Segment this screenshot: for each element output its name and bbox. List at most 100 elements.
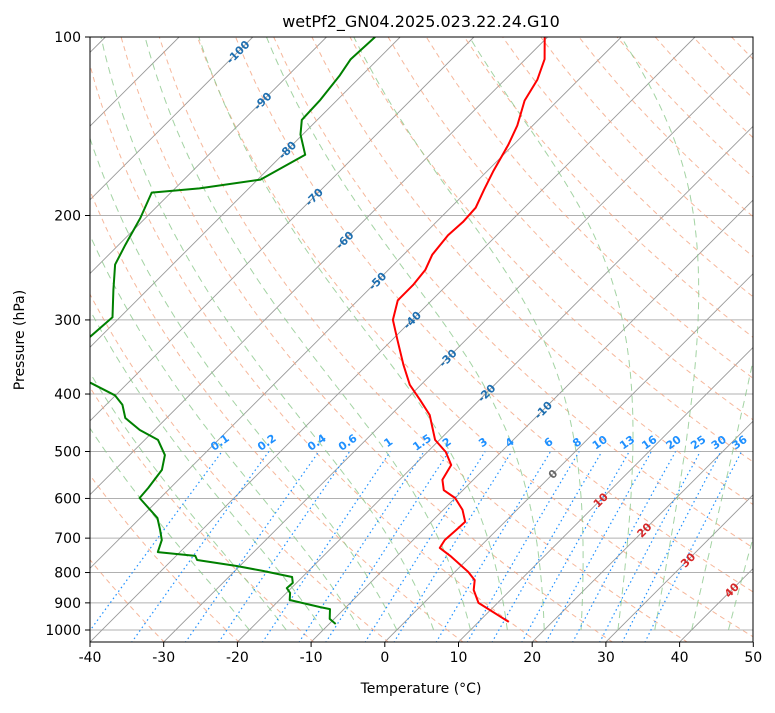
- dry-adiabat-line: [350, 37, 775, 643]
- y-tick-label: 600: [54, 491, 81, 507]
- mixing-ratio-line: [573, 452, 676, 643]
- isotherm-label: -40: [401, 308, 424, 331]
- dry-adiabat-line: [159, 37, 688, 643]
- isotherm-line: [237, 37, 775, 643]
- mixing-ratio-label: 25: [688, 433, 708, 452]
- isotherm-label: -90: [251, 89, 274, 112]
- isotherm-label: -70: [303, 185, 326, 208]
- dry-adiabat-line: [7, 37, 389, 643]
- dry-adiabat-line: [579, 37, 775, 643]
- mixing-ratio-line: [132, 452, 269, 643]
- moist-adiabat-line: [692, 37, 775, 630]
- profile-lines: [40, 37, 545, 624]
- mixing-ratio-line: [600, 452, 701, 643]
- isotherm-line: [0, 37, 400, 643]
- x-tick-label: 50: [744, 650, 762, 666]
- mixing-ratio-line: [645, 452, 742, 643]
- isotherm-line: [89, 37, 695, 643]
- x-tick-label: 0: [380, 650, 389, 666]
- x-tick-label: -40: [79, 650, 102, 666]
- mixing-ratio-label: 30: [709, 433, 729, 453]
- mixing-ratio-line: [522, 452, 630, 643]
- isotherm-label: 20: [635, 520, 655, 540]
- y-axis-label: Pressure (hPa): [12, 290, 28, 390]
- x-tick-label: 10: [450, 650, 468, 666]
- mixing-ratio-line: [326, 452, 449, 643]
- x-tick-label: 20: [523, 650, 541, 666]
- moist-adiabat-line: [0, 37, 286, 630]
- isotherm-label: -30: [436, 346, 459, 369]
- x-tick-label: -20: [226, 650, 249, 666]
- mixing-ratio-label: 10: [590, 433, 610, 453]
- dry-adiabat-line: [655, 37, 775, 643]
- isotherm-line: [384, 37, 775, 643]
- moist-adiabat-line: [199, 37, 508, 630]
- moist-adiabat-line: [145, 37, 471, 630]
- mixing-ratio-line: [394, 452, 512, 643]
- isotherm-line: [532, 37, 775, 643]
- isotherm-line: [679, 37, 775, 643]
- x-tick-label: -30: [152, 650, 175, 666]
- y-tick-label: 500: [54, 444, 81, 460]
- y-tick-label: 900: [54, 596, 81, 612]
- mixing-ratio-label: 13: [617, 433, 637, 452]
- mixing-ratio-label: 1.5: [410, 432, 433, 454]
- isotherm-label: 30: [678, 550, 698, 570]
- isotherm-label: -80: [276, 138, 299, 161]
- mixing-ratio-label: 1: [381, 435, 395, 450]
- mixing-ratio-label: 3: [476, 435, 490, 450]
- moist-adiabat-line: [0, 37, 249, 630]
- x-tick-label: 30: [597, 650, 615, 666]
- mixing-ratio-label: 20: [664, 433, 684, 453]
- mixing-ratio-line: [299, 452, 424, 643]
- mixing-ratio-label: 36: [730, 433, 750, 453]
- isotherm-line: [0, 37, 253, 643]
- chart-title: wetPf2_GN04.2025.023.22.24.G10: [282, 12, 560, 32]
- y-tick-label: 700: [54, 531, 81, 547]
- y-tick-label: 200: [54, 209, 81, 225]
- isotherm-line: [163, 37, 769, 643]
- x-axis-label: Temperature (°C): [360, 681, 482, 697]
- isotherm-line: [753, 37, 775, 643]
- background-lines: [0, 37, 775, 643]
- isotherm-label: 0: [546, 467, 561, 482]
- dry-adiabat-line: [770, 37, 775, 643]
- mixing-ratio-label: 0.2: [255, 432, 278, 454]
- temperature-profile-line: [393, 37, 545, 622]
- moist-adiabat-line: [267, 37, 545, 630]
- isotherm-label: -50: [366, 269, 389, 292]
- mixing-ratio-line: [467, 452, 579, 643]
- isotherm-label: -20: [475, 381, 498, 404]
- mixing-ratio-line: [365, 452, 485, 643]
- mixing-ratio-line: [546, 452, 652, 643]
- isotherm-line: [0, 37, 474, 643]
- y-tick-label: 1000: [45, 623, 81, 639]
- isotherm-label: -10: [532, 398, 555, 421]
- moist-adiabat-line: [729, 37, 775, 630]
- isotherm-label: -100: [224, 38, 253, 67]
- mixing-ratio-label: 8: [570, 435, 584, 450]
- dry-adiabat-line: [236, 37, 775, 643]
- x-tick-label: 40: [671, 650, 689, 666]
- y-tick-label: 400: [54, 387, 81, 403]
- y-tick-label: 300: [54, 313, 81, 329]
- mixing-ratio-line: [81, 452, 222, 643]
- mixing-ratio-label: 0.6: [336, 432, 360, 454]
- mixing-ratio-line: [262, 452, 390, 643]
- dry-adiabat-line: [693, 37, 775, 643]
- moist-adiabat-line: [354, 37, 583, 630]
- isotherm-label: 10: [591, 490, 611, 510]
- dry-adiabat-line: [464, 37, 775, 643]
- mixing-ratio-line: [622, 452, 721, 643]
- isotherm-label: 40: [722, 580, 742, 600]
- moist-adiabat-line: [64, 37, 397, 630]
- y-tick-label: 800: [54, 566, 81, 582]
- mixing-ratio-label: 6: [542, 435, 556, 450]
- isotherm-label: -60: [333, 228, 356, 251]
- x-tick-label: -10: [300, 650, 323, 666]
- y-tick-label: 100: [54, 30, 81, 46]
- dry-adiabat-line: [0, 37, 240, 643]
